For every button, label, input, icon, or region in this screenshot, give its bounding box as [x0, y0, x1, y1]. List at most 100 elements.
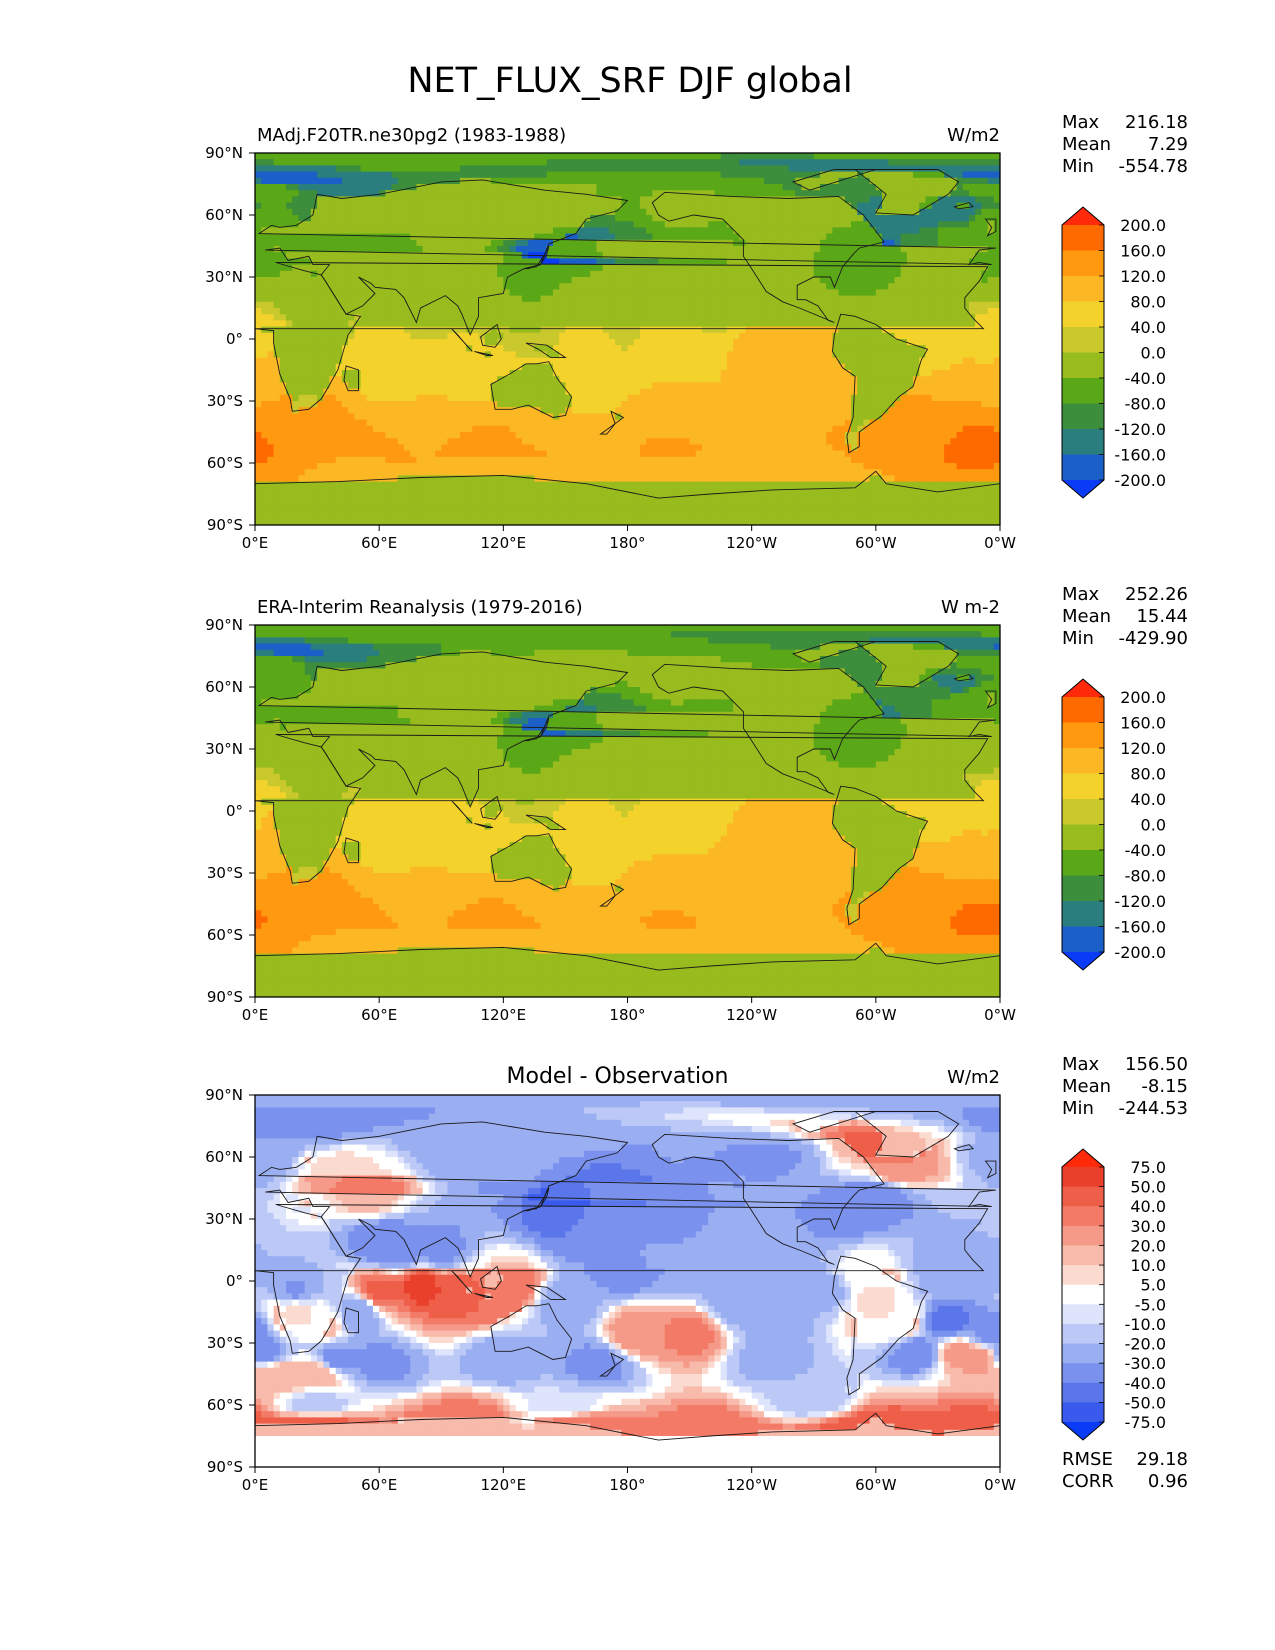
field-cell	[987, 221, 995, 228]
field-cell	[702, 190, 709, 197]
field-cell	[993, 363, 1000, 371]
field-cell	[851, 233, 858, 241]
field-cell	[584, 370, 591, 377]
field-cell	[509, 357, 517, 365]
field-cell	[702, 320, 709, 328]
field-cell	[459, 370, 467, 377]
field-cell	[304, 301, 312, 309]
field-cell	[689, 283, 697, 290]
field-cell	[689, 270, 697, 278]
field-cell	[279, 277, 287, 284]
field-cell	[553, 221, 560, 228]
field-cell	[590, 382, 598, 390]
field-cell	[788, 339, 796, 346]
field-cell	[900, 283, 908, 290]
field-cell	[453, 227, 461, 235]
field-cell	[919, 351, 927, 359]
field-cell	[639, 326, 647, 334]
field-cell	[987, 345, 995, 352]
field-cell	[267, 233, 275, 241]
field-cell	[875, 196, 883, 204]
field-cell	[975, 289, 982, 297]
field-cell	[416, 394, 424, 402]
field-cell	[279, 153, 287, 160]
field-cell	[360, 233, 368, 241]
field-cell	[739, 177, 747, 185]
field-cell	[739, 171, 747, 179]
field-cell	[404, 332, 411, 340]
field-cell	[261, 332, 269, 340]
field-cell	[795, 159, 802, 166]
field-cell	[757, 227, 765, 235]
field-cell	[708, 314, 716, 321]
field-cell	[286, 252, 293, 259]
field-cell	[975, 357, 982, 365]
field-cell	[435, 314, 442, 321]
field-cell	[565, 407, 573, 414]
field-cell	[602, 196, 610, 204]
field-cell	[702, 332, 709, 340]
field-cell	[354, 202, 362, 210]
field-cell	[584, 308, 591, 315]
field-cell	[261, 283, 269, 290]
field-cell	[410, 258, 418, 266]
field-cell	[689, 153, 697, 160]
field-cell	[571, 283, 579, 290]
field-cell	[913, 295, 920, 303]
field-cell	[869, 190, 877, 197]
field-cell	[770, 171, 778, 179]
field-cell	[323, 289, 331, 297]
field-cell	[826, 153, 833, 160]
field-cell	[304, 314, 312, 321]
field-cell	[720, 277, 728, 284]
field-cell	[273, 289, 281, 297]
field-cell	[310, 370, 318, 377]
field-cell	[447, 171, 455, 179]
field-cell	[577, 239, 585, 247]
field-cell	[714, 202, 722, 210]
field-cell	[919, 196, 927, 204]
field-cell	[819, 215, 827, 222]
field-cell	[385, 177, 393, 185]
field-cell	[832, 283, 840, 290]
field-cell	[962, 394, 970, 402]
field-cell	[453, 370, 461, 377]
field-cell	[639, 401, 647, 408]
field-cell	[968, 239, 976, 247]
field-cell	[323, 252, 331, 259]
field-cell	[354, 190, 362, 197]
field-cell	[422, 388, 430, 396]
field-cell	[546, 308, 554, 315]
field-cell	[639, 159, 647, 166]
field-cell	[490, 339, 498, 346]
field-cell	[329, 171, 337, 179]
field-cell	[360, 388, 368, 396]
field-cell	[615, 190, 622, 197]
field-cell	[255, 320, 262, 328]
field-cell	[981, 215, 989, 222]
field-cell	[863, 382, 871, 390]
field-cell	[466, 258, 473, 266]
field-cell	[571, 227, 579, 235]
field-cell	[521, 258, 529, 266]
field-cell	[497, 295, 504, 303]
field-cell	[416, 246, 424, 253]
field-cell	[341, 153, 349, 160]
field-cell	[615, 246, 622, 253]
field-cell	[286, 227, 293, 235]
field-cell	[273, 308, 281, 315]
field-cell	[515, 153, 523, 160]
field-cell	[577, 370, 585, 377]
field-cell	[255, 190, 262, 197]
field-cell	[739, 270, 747, 278]
field-cell	[658, 233, 666, 241]
field-cell	[385, 376, 393, 383]
field-cell	[410, 283, 418, 290]
field-cell	[776, 326, 784, 334]
field-cell	[341, 407, 349, 414]
field-cell	[304, 221, 312, 228]
field-cell	[950, 202, 958, 210]
field-cell	[900, 357, 908, 365]
field-cell	[292, 239, 300, 247]
field-cell	[646, 239, 653, 247]
